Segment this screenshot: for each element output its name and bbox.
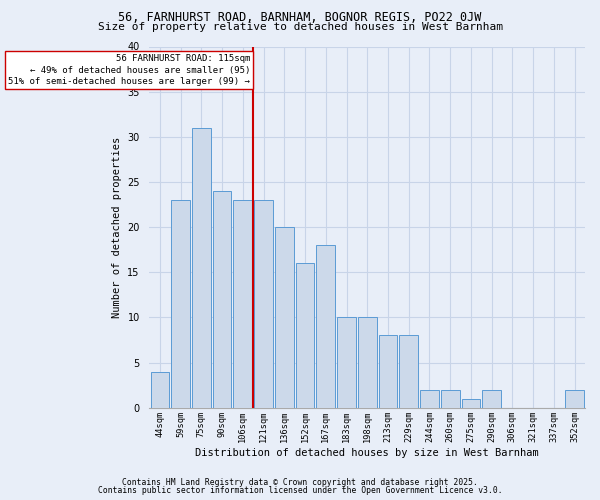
Bar — [316, 245, 335, 408]
Text: Contains public sector information licensed under the Open Government Licence v3: Contains public sector information licen… — [98, 486, 502, 495]
Bar — [213, 191, 232, 408]
Text: Size of property relative to detached houses in West Barnham: Size of property relative to detached ho… — [97, 22, 503, 32]
Bar — [151, 372, 169, 408]
Text: Contains HM Land Registry data © Crown copyright and database right 2025.: Contains HM Land Registry data © Crown c… — [122, 478, 478, 487]
Bar — [461, 398, 480, 407]
X-axis label: Distribution of detached houses by size in West Barnham: Distribution of detached houses by size … — [196, 448, 539, 458]
Bar — [400, 336, 418, 407]
Text: 56, FARNHURST ROAD, BARNHAM, BOGNOR REGIS, PO22 0JW: 56, FARNHURST ROAD, BARNHAM, BOGNOR REGI… — [118, 11, 482, 24]
Text: 56 FARNHURST ROAD: 115sqm
← 49% of detached houses are smaller (95)
51% of semi-: 56 FARNHURST ROAD: 115sqm ← 49% of detac… — [8, 54, 250, 86]
Bar — [296, 263, 314, 408]
Bar — [275, 227, 293, 408]
Bar — [565, 390, 584, 407]
Bar — [337, 318, 356, 408]
Bar — [192, 128, 211, 407]
Bar — [233, 200, 252, 408]
Bar — [171, 200, 190, 408]
Bar — [358, 318, 377, 408]
Bar — [420, 390, 439, 407]
Y-axis label: Number of detached properties: Number of detached properties — [112, 136, 122, 318]
Bar — [254, 200, 273, 408]
Bar — [379, 336, 397, 407]
Bar — [482, 390, 501, 407]
Bar — [441, 390, 460, 407]
